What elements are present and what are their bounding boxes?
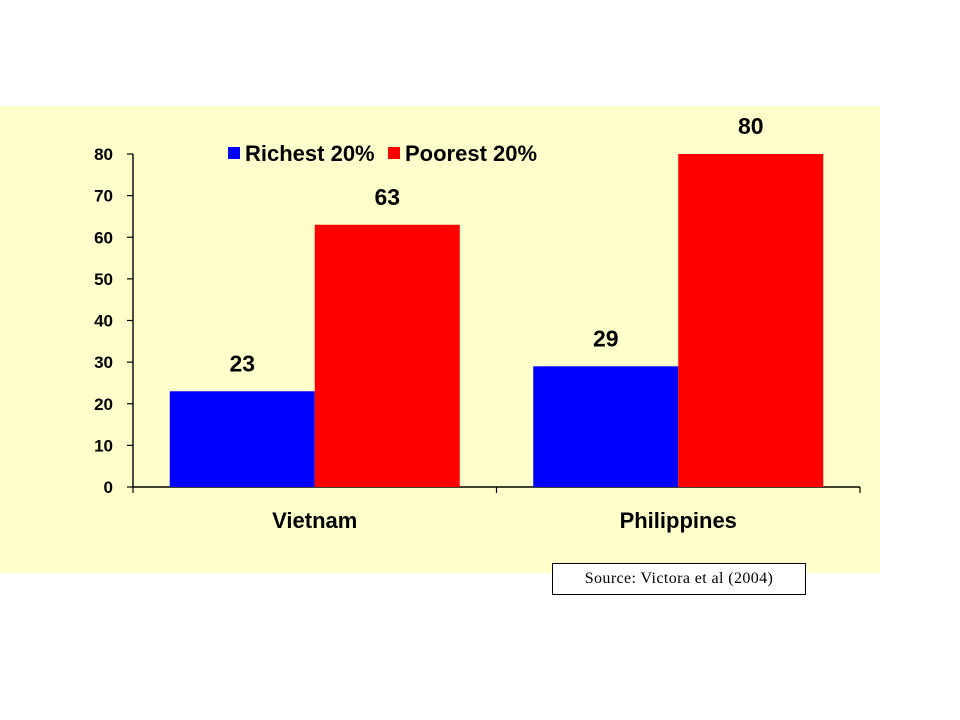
y-tick-label: 80 (94, 145, 113, 164)
data-label: 80 (738, 113, 764, 139)
legend-swatch (388, 147, 400, 159)
legend-label: Poorest 20% (405, 141, 537, 166)
y-tick-label: 30 (94, 353, 113, 372)
data-labels: 23 63 29 80 (229, 113, 763, 376)
data-label: 63 (374, 184, 400, 210)
y-tick-label: 10 (94, 436, 113, 455)
y-tick-label: 0 (104, 478, 113, 497)
data-label: 23 (229, 350, 255, 376)
bar-poorest-20-philippines (678, 154, 824, 487)
bars (169, 154, 824, 487)
legend-label: Richest 20% (245, 141, 375, 166)
data-label: 29 (593, 325, 619, 351)
x-category-label: Vietnam (272, 508, 357, 533)
x-category-label: Philippines (620, 508, 737, 533)
bar-richest-20-vietnam (169, 391, 315, 487)
y-tick-label: 70 (94, 187, 113, 206)
y-tick-label: 20 (94, 395, 113, 414)
bar-poorest-20-vietnam (314, 224, 460, 487)
legend-swatch (228, 147, 240, 159)
y-tick-label: 40 (94, 312, 113, 331)
source-note: Source: Victora et al (2004) (552, 563, 806, 595)
y-tick-label: 50 (94, 270, 113, 289)
bar-richest-20-philippines (533, 366, 679, 487)
axes: 0 10 20 30 40 50 60 70 80 Vietnam Philippines (94, 145, 861, 533)
legend: Richest 20% Poorest 20% (228, 141, 537, 166)
y-tick-label: 60 (94, 228, 113, 247)
